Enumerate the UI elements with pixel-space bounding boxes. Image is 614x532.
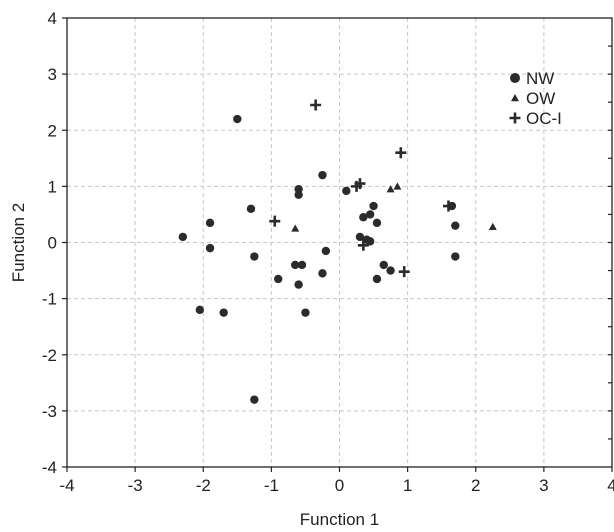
y-tick-label: 4 bbox=[48, 9, 57, 28]
legend-label-nw: NW bbox=[526, 69, 554, 88]
point-nw bbox=[195, 305, 205, 315]
point-nw bbox=[355, 232, 365, 242]
point-ow bbox=[291, 224, 300, 232]
point-oc-i bbox=[354, 178, 366, 190]
point-nw bbox=[372, 274, 382, 284]
point-oc-i bbox=[269, 215, 281, 227]
grid-lines bbox=[67, 18, 612, 467]
y-tick-label: 1 bbox=[48, 177, 57, 196]
point-nw bbox=[291, 260, 300, 270]
x-tick-label: -1 bbox=[264, 476, 279, 495]
legend-circle-icon bbox=[510, 73, 520, 83]
y-tick-label: -2 bbox=[42, 346, 57, 365]
y-tick-label: -1 bbox=[42, 290, 57, 309]
y-tick-label: 2 bbox=[48, 121, 57, 140]
x-tick-label: -3 bbox=[128, 476, 143, 495]
point-nw bbox=[273, 274, 283, 284]
legend-triangle-icon bbox=[511, 94, 519, 102]
point-nw bbox=[451, 221, 460, 230]
x-tick-label: 0 bbox=[335, 476, 344, 495]
point-nw bbox=[301, 308, 310, 317]
point-nw bbox=[246, 204, 256, 214]
x-tick-label: 2 bbox=[471, 476, 480, 495]
point-nw bbox=[365, 210, 375, 219]
legend-item-ow: OW bbox=[511, 89, 555, 108]
point-nw bbox=[451, 252, 460, 261]
legend-label-ow: OW bbox=[526, 89, 555, 108]
x-tick-label: 1 bbox=[403, 476, 412, 495]
point-oc-i bbox=[357, 239, 369, 251]
point-nw bbox=[219, 308, 228, 317]
point-ow bbox=[386, 185, 395, 193]
y-tick-label: -3 bbox=[42, 402, 57, 421]
point-nw bbox=[365, 237, 375, 246]
x-tick-label: 4 bbox=[607, 476, 614, 495]
point-nw bbox=[369, 201, 378, 211]
point-nw bbox=[342, 186, 351, 196]
data-points bbox=[178, 99, 497, 404]
point-nw bbox=[318, 170, 327, 180]
legend-triangle-icon bbox=[511, 94, 519, 102]
y-tick-label: 0 bbox=[48, 234, 57, 253]
y-tick-label: 3 bbox=[48, 65, 57, 84]
y-tick-label: -4 bbox=[42, 458, 57, 477]
legend-plus-icon bbox=[509, 112, 521, 124]
y-axis-title: Function 2 bbox=[9, 203, 28, 282]
legend-label-oc-i: OC-I bbox=[526, 109, 562, 128]
point-nw bbox=[386, 266, 395, 275]
x-axis-title: Function 1 bbox=[300, 510, 379, 529]
point-oc-i bbox=[443, 200, 454, 212]
point-nw bbox=[321, 246, 331, 256]
point-nw bbox=[250, 252, 259, 261]
point-ow bbox=[488, 222, 497, 230]
x-tick-label: -4 bbox=[59, 476, 74, 495]
point-ow bbox=[393, 182, 402, 190]
x-tick-label: 3 bbox=[539, 476, 548, 495]
point-nw bbox=[250, 395, 259, 404]
point-nw bbox=[294, 190, 303, 199]
point-oc-i bbox=[398, 266, 410, 278]
point-nw bbox=[359, 213, 368, 222]
point-nw bbox=[379, 260, 388, 270]
x-tick-label: -2 bbox=[196, 476, 211, 495]
legend-circle-icon bbox=[510, 73, 520, 83]
point-nw bbox=[178, 232, 188, 242]
point-nw bbox=[233, 114, 242, 124]
legend-item-nw: NW bbox=[510, 69, 554, 88]
point-oc-i bbox=[310, 99, 322, 111]
point-oc-i bbox=[395, 147, 407, 159]
point-nw bbox=[297, 260, 307, 270]
point-nw bbox=[205, 218, 215, 228]
legend-plus-icon bbox=[509, 112, 521, 124]
point-nw bbox=[205, 243, 215, 253]
point-nw bbox=[372, 218, 382, 228]
point-nw bbox=[294, 280, 303, 289]
legend: NW OW OC-I bbox=[509, 69, 562, 128]
axis-ticks: -4 -3 -2 -1 0 1 2 3 4 4 3 2 1 0 -1 -2 -3 -4 bbox=[42, 9, 614, 495]
legend-item-oc-i: OC-I bbox=[509, 109, 562, 128]
point-nw bbox=[318, 269, 327, 278]
